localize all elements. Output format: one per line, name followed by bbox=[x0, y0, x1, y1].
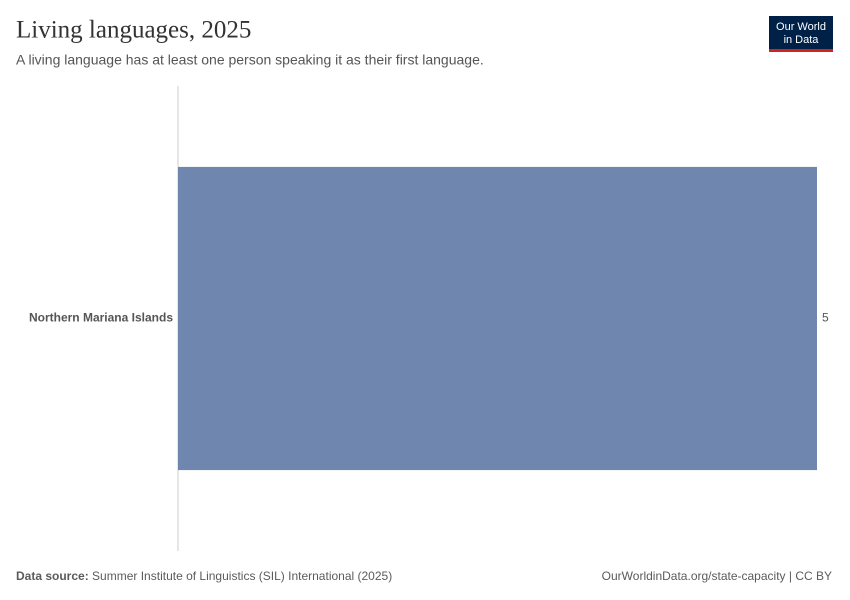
footer-source: Data source: Summer Institute of Linguis… bbox=[16, 569, 392, 583]
logo-background bbox=[769, 16, 833, 52]
chart-title: Living languages, 2025 bbox=[16, 17, 251, 44]
category-label: Northern Mariana Islands bbox=[29, 311, 173, 325]
logo[interactable]: Our World in Data bbox=[769, 16, 833, 52]
logo-stripe bbox=[769, 49, 833, 52]
bar bbox=[178, 166, 817, 471]
source-label: Data source: bbox=[16, 569, 89, 583]
chart-subtitle: A living language has at least one perso… bbox=[16, 52, 484, 68]
source-text: Summer Institute of Linguistics (SIL) In… bbox=[92, 569, 392, 583]
footer-url[interactable]: OurWorldinData.org/state-capacity | CC B… bbox=[602, 569, 832, 583]
value-label: 5 bbox=[822, 311, 829, 325]
logo-text: Our World bbox=[776, 21, 826, 33]
logo-text: in Data bbox=[784, 34, 820, 46]
